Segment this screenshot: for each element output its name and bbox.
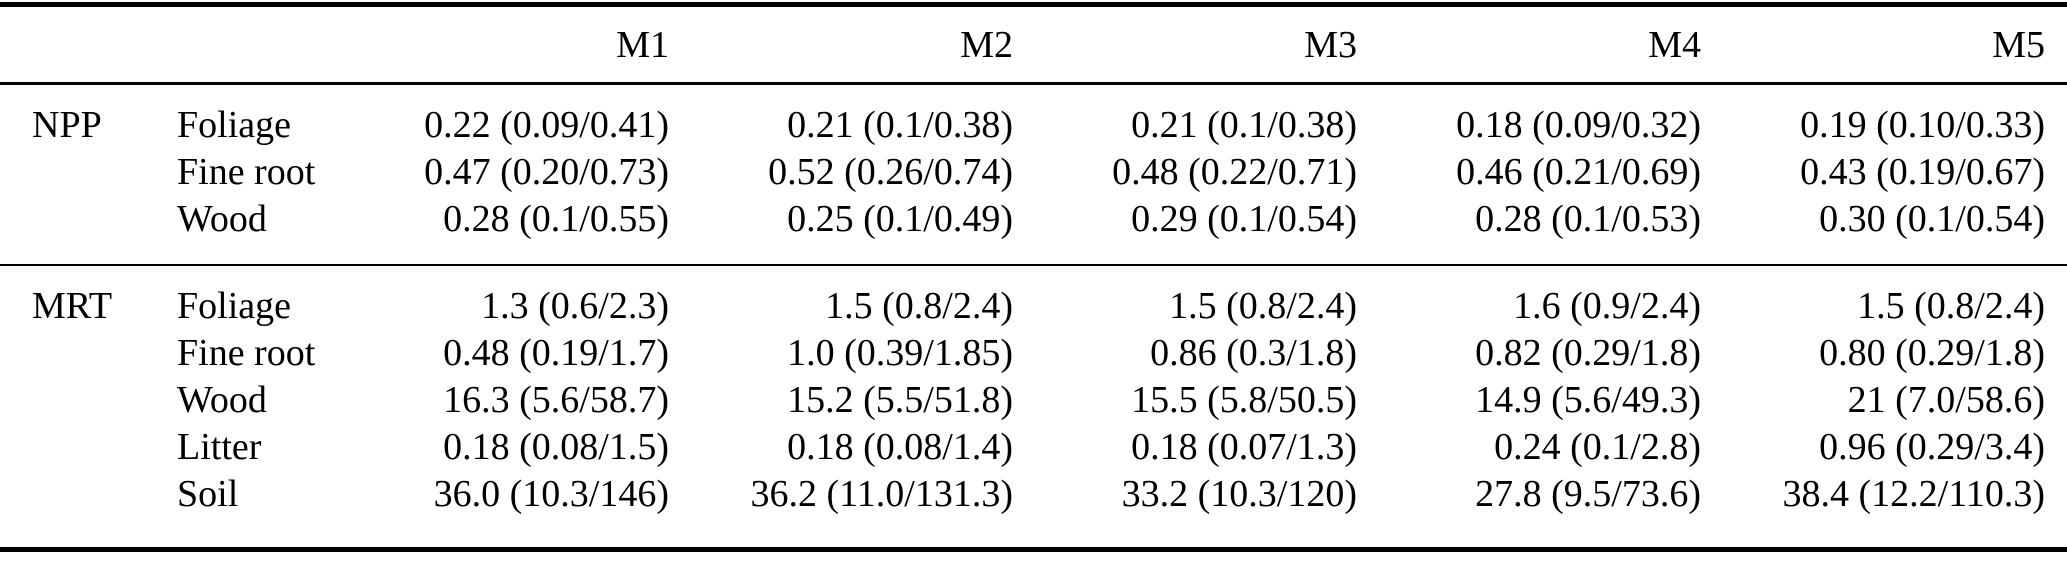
- column-header-m5: M5: [1992, 23, 2045, 66]
- value-cell: 15.5 (5.8/50.5): [1131, 378, 1357, 421]
- row-label: Wood: [177, 197, 267, 240]
- row-label: Foliage: [177, 103, 291, 146]
- value-cell: 0.82 (0.29/1.8): [1475, 331, 1701, 374]
- value-cell: 36.2 (11.0/131.3): [750, 472, 1013, 515]
- value-cell: 0.86 (0.3/1.8): [1150, 331, 1357, 374]
- row-label: Fine root: [177, 150, 316, 193]
- value-cell: 0.18 (0.09/0.32): [1456, 103, 1701, 146]
- value-cell: 0.18 (0.07/1.3): [1131, 425, 1357, 468]
- section-mrt: MRT Foliage 1.3 (0.6/2.3) 1.5 (0.8/2.4) …: [0, 265, 2067, 550]
- value-cell: 0.18 (0.08/1.4): [787, 425, 1013, 468]
- row-label: Litter: [177, 425, 262, 468]
- value-cell: 0.28 (0.1/0.53): [1475, 197, 1701, 240]
- column-header-m4: M4: [1648, 23, 1701, 66]
- group-spacer: [0, 329, 175, 376]
- value-cell: 0.21 (0.1/0.38): [787, 103, 1013, 146]
- group-label-mrt: MRT: [32, 284, 113, 327]
- row-label: Soil: [177, 472, 239, 515]
- table-row: Litter 0.18 (0.08/1.5) 0.18 (0.08/1.4) 0…: [0, 423, 2067, 470]
- value-cell: 1.5 (0.8/2.4): [825, 284, 1013, 327]
- table-row: Fine root 0.48 (0.19/1.7) 1.0 (0.39/1.85…: [0, 329, 2067, 376]
- value-cell: 0.43 (0.19/0.67): [1800, 150, 2045, 193]
- group-spacer: [0, 195, 175, 265]
- value-cell: 0.22 (0.09/0.41): [424, 103, 669, 146]
- group-spacer: [0, 376, 175, 423]
- value-cell: 0.48 (0.22/0.71): [1112, 150, 1357, 193]
- value-cell: 0.80 (0.29/1.8): [1819, 331, 2045, 374]
- group-spacer: [0, 470, 175, 550]
- value-cell: 0.96 (0.29/3.4): [1819, 425, 2045, 468]
- value-cell: 1.0 (0.39/1.85): [787, 331, 1013, 374]
- value-cell: 0.25 (0.1/0.49): [787, 197, 1013, 240]
- value-cell: 38.4 (12.2/110.3): [1782, 472, 2045, 515]
- value-cell: 15.2 (5.5/51.8): [787, 378, 1013, 421]
- value-cell: 0.18 (0.08/1.5): [443, 425, 669, 468]
- value-cell: 33.2 (10.3/120): [1121, 472, 1357, 515]
- row-label: Foliage: [177, 284, 291, 327]
- value-cell: 0.30 (0.1/0.54): [1819, 197, 2045, 240]
- value-cell: 27.8 (9.5/73.6): [1475, 472, 1701, 515]
- column-header-m1: M1: [616, 23, 669, 66]
- value-cell: 0.46 (0.21/0.69): [1456, 150, 1701, 193]
- table-row: Soil 36.0 (10.3/146) 36.2 (11.0/131.3) 3…: [0, 470, 2067, 550]
- row-label: Wood: [177, 378, 267, 421]
- value-cell: 36.0 (10.3/146): [433, 472, 669, 515]
- value-cell: 0.21 (0.1/0.38): [1131, 103, 1357, 146]
- value-cell: 0.24 (0.1/2.8): [1494, 425, 1701, 468]
- table-row: Wood 0.28 (0.1/0.55) 0.25 (0.1/0.49) 0.2…: [0, 195, 2067, 265]
- header-spacer-group: [0, 5, 175, 84]
- row-label: Fine root: [177, 331, 316, 374]
- value-cell: 0.19 (0.10/0.33): [1800, 103, 2045, 146]
- group-spacer: [0, 423, 175, 470]
- column-header-m2: M2: [960, 23, 1013, 66]
- table-header-row: M1 M2 M3 M4 M5: [0, 5, 2067, 84]
- value-cell: 1.3 (0.6/2.3): [481, 284, 669, 327]
- value-cell: 0.28 (0.1/0.55): [443, 197, 669, 240]
- value-cell: 0.52 (0.26/0.74): [768, 150, 1013, 193]
- value-cell: 0.29 (0.1/0.54): [1131, 197, 1357, 240]
- value-cell: 0.47 (0.20/0.73): [424, 150, 669, 193]
- value-cell: 16.3 (5.6/58.7): [443, 378, 669, 421]
- table-row: MRT Foliage 1.3 (0.6/2.3) 1.5 (0.8/2.4) …: [0, 265, 2067, 329]
- table-row: NPP Foliage 0.22 (0.09/0.41) 0.21 (0.1/0…: [0, 84, 2067, 149]
- group-label-npp: NPP: [32, 103, 102, 146]
- value-cell: 21 (7.0/58.6): [1847, 378, 2045, 421]
- value-cell: 14.9 (5.6/49.3): [1475, 378, 1701, 421]
- table-row: Wood 16.3 (5.6/58.7) 15.2 (5.5/51.8) 15.…: [0, 376, 2067, 423]
- value-cell: 1.5 (0.8/2.4): [1857, 284, 2045, 327]
- value-cell: 0.48 (0.19/1.7): [443, 331, 669, 374]
- group-spacer: [0, 148, 175, 195]
- value-cell: 1.5 (0.8/2.4): [1169, 284, 1357, 327]
- value-cell: 1.6 (0.9/2.4): [1513, 284, 1701, 327]
- header-spacer-label: [175, 5, 325, 84]
- column-header-m3: M3: [1304, 23, 1357, 66]
- results-table: M1 M2 M3 M4 M5 NPP Foliage 0.22 (0.09/0.…: [0, 2, 2067, 552]
- section-npp: NPP Foliage 0.22 (0.09/0.41) 0.21 (0.1/0…: [0, 84, 2067, 265]
- table-row: Fine root 0.47 (0.20/0.73) 0.52 (0.26/0.…: [0, 148, 2067, 195]
